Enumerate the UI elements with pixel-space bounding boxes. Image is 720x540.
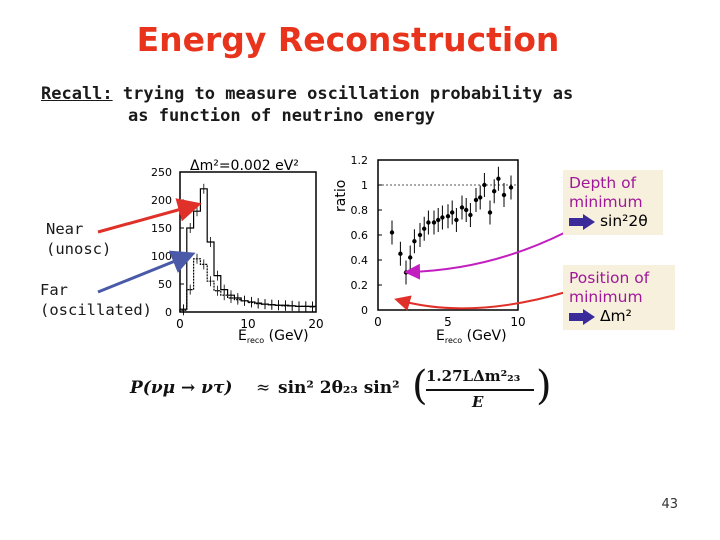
right-plot-data-point: [440, 215, 445, 220]
right-plot-data-point: [403, 270, 409, 275]
left-plot-histogram-series: [179, 188, 316, 312]
far-label-line-2: (oscillated): [40, 301, 152, 319]
right-plot-frame: [377, 159, 519, 311]
left-plot-histogram-series: [179, 258, 316, 312]
recall-label: Recall:: [41, 84, 113, 104]
left-plot-x-tick-label: 10: [240, 317, 255, 331]
left-plot-frame: [179, 171, 317, 313]
left-plot-y-tick-label: 200: [151, 194, 172, 207]
right-plot-data-point: [417, 232, 423, 238]
right-arrow-icon: [569, 213, 595, 230]
right-plot-y-tick-label: 1: [361, 179, 368, 192]
right-plot-ylabel: ratio: [333, 180, 349, 212]
right-plot-y-tick-label: 0.6: [351, 229, 369, 242]
oscillation-equation: P(νμ → ντ) ≈ sin² 2θ₂₃ sin² ( 1.27LΔm²₂₃…: [126, 363, 566, 418]
right-plot-data-point: [473, 197, 479, 203]
near-label-line-2: (unosc): [46, 240, 112, 258]
equation-lhs: P(νμ → ντ): [130, 378, 233, 398]
near-label: Near (unosc): [46, 219, 111, 259]
equation-fraction-bar: [426, 389, 534, 391]
right-plot-data-point: [508, 185, 514, 190]
right-plot-data-point: [468, 212, 473, 218]
right-plot-data-point: [389, 230, 395, 235]
right-arrow-icon: [569, 308, 595, 325]
right-plot-data-point: [459, 205, 465, 210]
far-arrow: [97, 250, 196, 294]
equation-numerator: 1.27LΔm²₂₃: [426, 367, 521, 385]
right-plot-data-point: [464, 207, 469, 213]
right-plot-xlabel: Ereco (GeV): [436, 328, 507, 345]
right-plot-data-point: [496, 176, 501, 181]
right-plot-data-point: [478, 195, 483, 200]
left-plot-y-tick-label: 0: [165, 306, 172, 319]
far-label-line-1: Far: [40, 281, 68, 299]
right-plot-data-point: [450, 210, 455, 215]
near-arrow: [97, 198, 202, 234]
position-callout: Position of minimum Δm²: [563, 265, 675, 330]
left-plot-x-tick-label: 0: [176, 317, 184, 331]
right-plot-data-point: [492, 189, 497, 194]
left-plot-y-tick-label: 50: [158, 278, 172, 291]
left-plot-xlabel: Ereco (GeV): [238, 328, 309, 345]
right-plot-data-point: [482, 182, 487, 188]
right-plot-data-point: [431, 220, 437, 225]
position-callout-symbol: Δm²: [599, 307, 632, 325]
right-plot-y-tick-label: 0.4: [351, 254, 369, 267]
right-plot-y-tick-label: 1.2: [351, 154, 369, 167]
recall-text: Recall: trying to measure oscillation pr…: [41, 83, 573, 127]
right-plot-data-point: [487, 210, 493, 215]
right-plot-x-tick-label: 10: [510, 315, 525, 329]
position-arrow: [394, 291, 567, 311]
equation-close-paren: ): [536, 363, 552, 409]
depth-arrow: [404, 231, 567, 280]
depth-callout-line-1: Depth of: [569, 174, 637, 192]
left-plot-y-tick-label: 100: [151, 250, 172, 263]
depth-callout-line-2: minimum: [569, 193, 643, 211]
right-plot-data-point: [422, 226, 427, 231]
equation-sin-terms: sin² 2θ₂₃ sin²: [278, 378, 400, 398]
page-number: 43: [661, 497, 678, 512]
right-plot-data-point: [398, 251, 403, 256]
right-plot-y-tick-label: 0: [361, 304, 368, 317]
right-plot-data-point: [412, 239, 417, 244]
equation-denominator: E: [472, 393, 484, 411]
position-callout-line-1: Position of: [569, 269, 650, 287]
slide-title: Energy Reconstruction: [136, 20, 560, 59]
right-plot-data-point: [408, 255, 413, 260]
right-plot-x-tick-label: 5: [444, 315, 452, 329]
right-plot-data-point: [445, 214, 451, 219]
left-plot-y-tick-label: 250: [151, 166, 172, 179]
recall-line-2: as function of neutrino energy: [128, 106, 436, 126]
recall-line-1: trying to measure oscillation probabilit…: [112, 84, 574, 104]
position-callout-line-2: minimum: [569, 288, 643, 306]
left-plot-x-tick-label: 20: [308, 317, 323, 331]
right-plot-data-point: [501, 192, 507, 198]
right-plot-y-tick-label: 0.8: [351, 204, 369, 217]
right-plot-data-point: [426, 220, 431, 225]
equation-approx: ≈: [256, 378, 271, 398]
depth-callout: Depth of minimum sin²2θ: [563, 170, 663, 235]
left-plot-y-tick-label: 150: [151, 222, 172, 235]
right-plot-y-tick-label: 0.2: [351, 279, 369, 292]
depth-callout-symbol: sin²2θ: [599, 212, 648, 230]
right-plot-data-point: [436, 217, 441, 223]
right-plot-data-point: [454, 217, 459, 223]
far-label: Far (oscillated): [40, 280, 152, 320]
equation-open-paren: (: [412, 363, 428, 409]
right-plot-x-tick-label: 0: [374, 315, 382, 329]
near-label-line-1: Near: [46, 220, 84, 238]
left-plot-annotation: Δm²=0.002 eV²: [190, 158, 299, 174]
